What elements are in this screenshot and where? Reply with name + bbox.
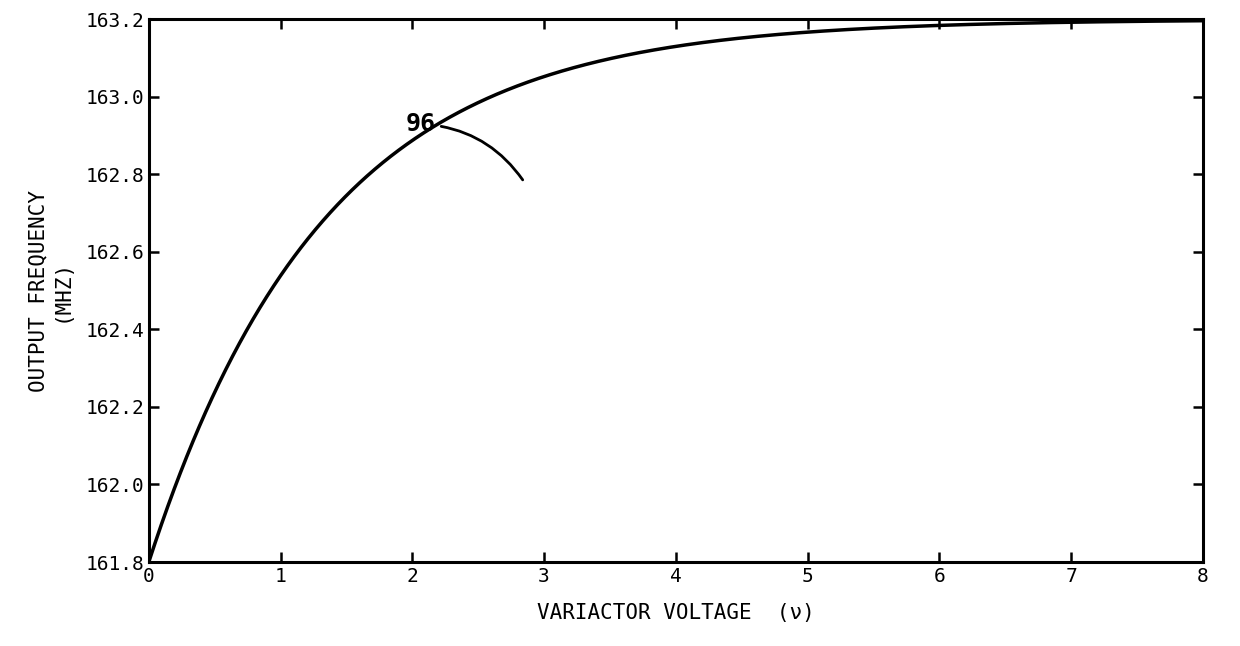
Y-axis label: OUTPUT FREQUENCY
(MHZ): OUTPUT FREQUENCY (MHZ) xyxy=(29,190,71,391)
X-axis label: VARIACTOR VOLTAGE  (ν): VARIACTOR VOLTAGE (ν) xyxy=(537,603,815,623)
Text: 96: 96 xyxy=(405,112,523,180)
